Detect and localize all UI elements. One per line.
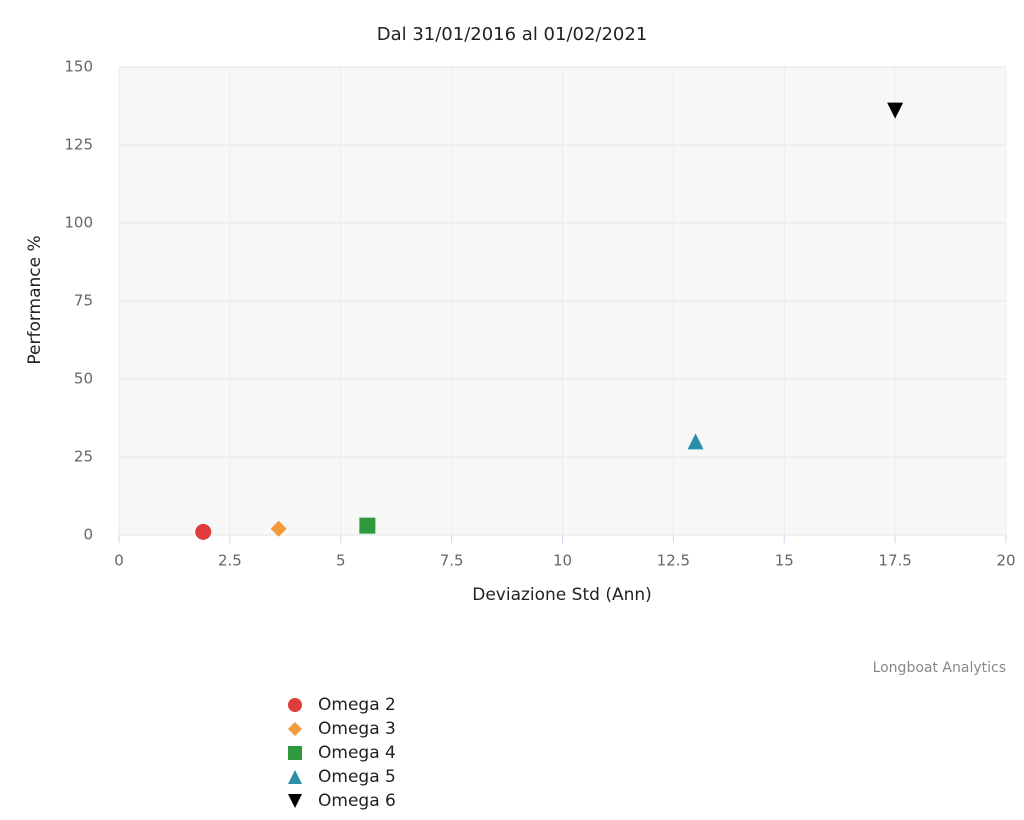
legend-label: Omega 3 — [318, 719, 396, 739]
legend-label: Omega 5 — [318, 767, 396, 787]
x-tick-label: 0 — [114, 552, 124, 570]
legend-marker — [288, 770, 302, 784]
legend-marker — [288, 794, 302, 808]
x-tick-label: 5 — [336, 552, 346, 570]
y-tick-label: 150 — [64, 58, 93, 76]
x-tick-label: 20 — [996, 552, 1015, 570]
x-tick-label: 2.5 — [218, 552, 242, 570]
x-tick-label: 10 — [553, 552, 572, 570]
legend-label: Omega 4 — [318, 743, 396, 763]
legend-marker — [288, 722, 302, 736]
data-point — [687, 433, 704, 450]
chart-title: Dal 31/01/2016 al 01/02/2021 — [377, 24, 648, 45]
legend-label: Omega 2 — [318, 695, 396, 715]
y-tick-label: 50 — [74, 370, 93, 388]
y-tick-label: 25 — [74, 448, 93, 466]
legend-label: Omega 6 — [318, 791, 396, 811]
x-axis-label: Deviazione Std (Ann) — [472, 585, 652, 605]
data-point — [887, 102, 904, 119]
y-tick-label: 100 — [64, 214, 93, 232]
x-tick-label: 12.5 — [657, 552, 690, 570]
data-point — [195, 523, 212, 540]
x-tick-label: 15 — [775, 552, 794, 570]
y-tick-label: 125 — [64, 136, 93, 154]
x-tick-label: 7.5 — [440, 552, 464, 570]
data-point — [270, 520, 287, 537]
y-axis-label: Performance % — [25, 235, 45, 364]
credit: Longboat Analytics — [873, 660, 1006, 676]
y-tick-label: 0 — [83, 526, 93, 544]
y-tick-label: 75 — [74, 292, 93, 310]
legend-marker — [288, 746, 302, 760]
data-point — [359, 517, 376, 534]
legend-marker — [288, 698, 302, 712]
x-tick-label: 17.5 — [878, 552, 911, 570]
